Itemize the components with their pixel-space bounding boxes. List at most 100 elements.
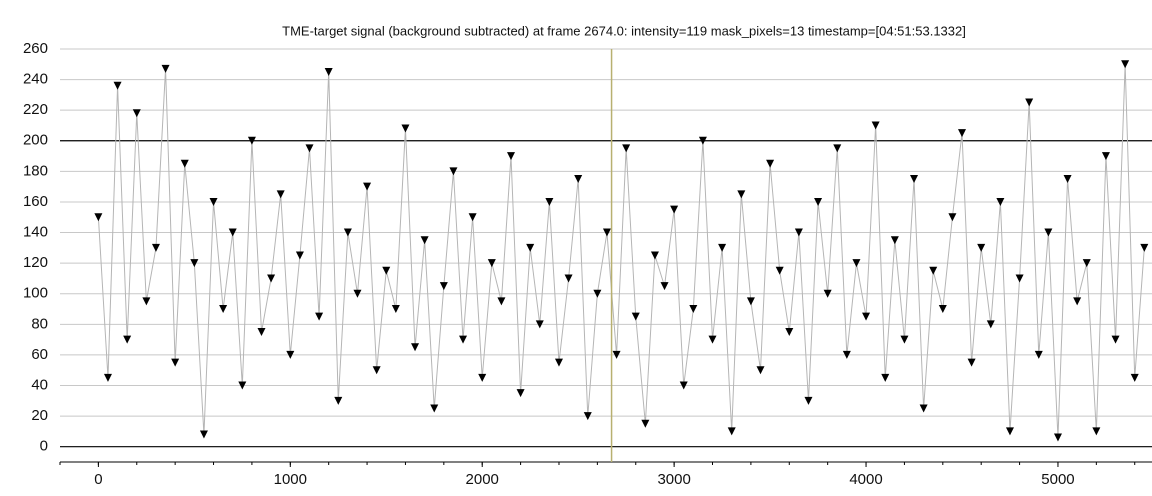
point-marker (430, 404, 439, 413)
point-marker (689, 305, 698, 314)
point-marker (132, 109, 141, 118)
point-marker (881, 373, 890, 382)
x-tick-label: 5000 (1041, 471, 1074, 488)
point-marker (718, 243, 727, 252)
point-marker (1111, 335, 1120, 344)
point-marker (727, 427, 736, 436)
point-marker (219, 305, 228, 314)
point-marker (305, 144, 314, 153)
y-tick-label: 20 (31, 407, 48, 424)
point-marker (459, 335, 468, 344)
point-marker (1005, 427, 1014, 436)
point-marker (554, 358, 563, 367)
y-tick-label: 260 (23, 40, 48, 57)
point-marker (449, 167, 458, 176)
point-marker (151, 243, 160, 252)
point-marker (1044, 228, 1053, 237)
point-marker (295, 251, 304, 260)
point-marker (180, 159, 189, 168)
point-marker (766, 159, 775, 168)
y-tick-label: 100 (23, 285, 48, 302)
y-tick-label: 200 (23, 132, 48, 149)
point-marker (276, 190, 285, 199)
point-marker (823, 289, 832, 298)
point-marker (190, 259, 199, 268)
chart-title: TME-target signal (background subtracted… (282, 23, 966, 38)
point-marker (209, 197, 218, 206)
point-marker (938, 305, 947, 314)
point-marker (1140, 243, 1149, 252)
point-marker (967, 358, 976, 367)
y-tick-label: 160 (23, 193, 48, 210)
point-marker (785, 327, 794, 336)
point-marker (660, 282, 669, 291)
point-marker (526, 243, 535, 252)
point-marker (996, 197, 1005, 206)
point-marker (814, 197, 823, 206)
point-marker (737, 190, 746, 199)
point-marker (948, 213, 957, 222)
point-marker (324, 67, 333, 76)
point-marker (103, 373, 112, 382)
point-marker (420, 236, 429, 245)
point-marker (497, 297, 506, 306)
point-marker (343, 228, 352, 237)
point-marker (622, 144, 631, 153)
point-marker (439, 282, 448, 291)
y-tick-label: 180 (23, 162, 48, 179)
signal-line (97, 64, 1145, 438)
point-marker (257, 327, 266, 336)
point-marker (487, 259, 496, 268)
point-marker (698, 136, 707, 145)
y-tick-label: 220 (23, 101, 48, 118)
point-marker (286, 350, 295, 359)
point-marker (871, 121, 880, 130)
point-marker (679, 381, 688, 390)
point-marker (516, 389, 525, 398)
point-marker (247, 136, 256, 145)
point-marker (382, 266, 391, 275)
point-marker (670, 205, 679, 214)
point-marker (919, 404, 928, 413)
point-marker (1121, 60, 1130, 69)
point-marker (267, 274, 276, 283)
point-marker (1130, 373, 1139, 382)
point-marker (746, 297, 755, 306)
point-marker (142, 297, 151, 306)
point-marker (986, 320, 995, 329)
point-marker (862, 312, 871, 321)
point-marker (708, 335, 717, 344)
point-marker (650, 251, 659, 260)
point-marker (833, 144, 842, 153)
point-marker (631, 312, 640, 321)
point-marker (391, 305, 400, 314)
point-marker (353, 289, 362, 298)
point-marker (94, 213, 103, 222)
point-marker (161, 64, 170, 73)
point-marker (334, 396, 343, 405)
point-marker (958, 129, 967, 138)
point-marker (545, 197, 554, 206)
point-marker (1092, 427, 1101, 436)
x-tick-label: 3000 (657, 471, 690, 488)
point-marker (842, 350, 851, 359)
point-marker (1053, 433, 1062, 442)
y-tick-label: 120 (23, 254, 48, 271)
y-tick-label: 0 (40, 438, 48, 455)
point-marker (238, 381, 247, 390)
point-marker (1015, 274, 1024, 283)
x-tick-label: 0 (94, 471, 102, 488)
point-marker (756, 366, 765, 375)
point-marker (900, 335, 909, 344)
point-marker (1034, 350, 1043, 359)
y-tick-label: 60 (31, 346, 48, 363)
point-marker (890, 236, 899, 245)
point-marker (468, 213, 477, 222)
point-marker (199, 430, 208, 439)
point-marker (804, 396, 813, 405)
point-marker (1063, 175, 1072, 184)
point-marker (171, 358, 180, 367)
x-tick-label: 4000 (849, 471, 882, 488)
